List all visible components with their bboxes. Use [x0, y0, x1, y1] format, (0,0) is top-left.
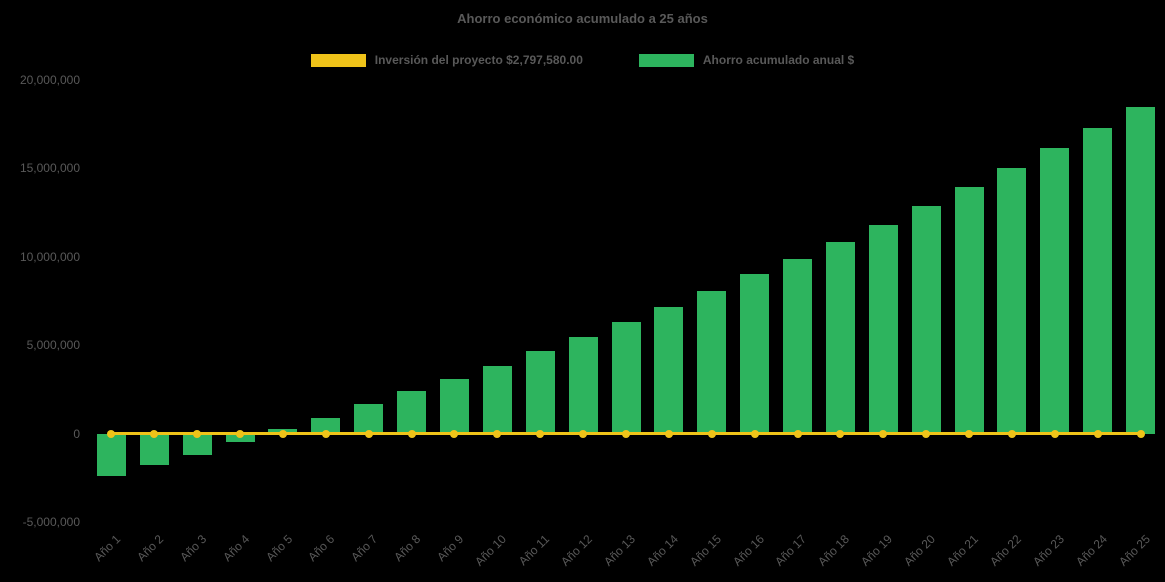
- x-tick-label: Año 16: [729, 532, 767, 569]
- investment-line-marker: [364, 429, 373, 438]
- bar-año-8: [397, 391, 427, 434]
- investment-line-marker: [879, 429, 888, 438]
- legend-item-savings: Ahorro acumulado anual $: [638, 53, 855, 67]
- investment-line-marker: [1093, 429, 1102, 438]
- bar-año-2: [139, 433, 169, 466]
- legend-label-savings: Ahorro acumulado anual $: [702, 53, 855, 67]
- x-tick-label: Año 13: [601, 532, 638, 569]
- x-tick-label: Año 5: [262, 532, 295, 565]
- bar-año-9: [439, 378, 469, 434]
- bar-año-11: [525, 351, 555, 434]
- x-tick-label: Año 2: [134, 532, 167, 565]
- investment-line-marker: [450, 429, 459, 438]
- x-tick-label: Año 14: [643, 532, 681, 569]
- investment-line-marker: [664, 429, 673, 438]
- investment-line-marker: [622, 429, 630, 438]
- x-tick-label: Año 3: [177, 532, 210, 565]
- y-tick-label: -5,000,000: [22, 515, 80, 529]
- bar-año-16: [740, 274, 770, 434]
- investment-line-marker: [922, 429, 931, 438]
- x-tick-label: Año 1: [91, 532, 124, 565]
- bar-año-15: [697, 291, 727, 434]
- y-tick-label: 15,000,000: [19, 161, 80, 176]
- x-tick-label: Año 7: [348, 532, 381, 565]
- bar-año-10: [482, 365, 512, 434]
- investment-line-marker: [965, 429, 974, 438]
- investment-line-marker: [236, 429, 245, 438]
- x-tick-label: Año 18: [815, 532, 853, 569]
- bar-año-21: [954, 186, 984, 434]
- x-tick-label: Año 22: [987, 532, 1024, 569]
- investment-line-marker: [107, 429, 116, 438]
- x-tick-label: Año 11: [515, 532, 553, 569]
- investment-line-marker: [278, 429, 287, 438]
- investment-line-marker: [407, 429, 416, 438]
- x-tick-label: Año 17: [772, 532, 810, 569]
- investment-line-marker: [193, 429, 202, 438]
- y-tick-label: 0: [73, 426, 80, 441]
- x-tick-label: Año 9: [434, 532, 467, 565]
- legend-swatch-savings-icon: [638, 53, 694, 67]
- y-tick-label: 5,000,000: [26, 338, 80, 353]
- investment-line-marker: [836, 429, 845, 438]
- investment-line-marker: [707, 429, 716, 438]
- chart-legend: Inversión del proyecto $2,797,580.00 Aho…: [0, 53, 1165, 67]
- investment-line-marker: [1136, 429, 1145, 438]
- bar-año-20: [911, 205, 941, 434]
- x-tick-label: Año 8: [391, 532, 424, 565]
- bar-año-12: [568, 337, 598, 434]
- x-tick-label: Año 12: [558, 532, 596, 569]
- investment-line-marker: [579, 429, 588, 438]
- investment-line-marker: [750, 429, 759, 438]
- investment-line-marker: [150, 429, 159, 438]
- x-tick-label: Año 6: [305, 532, 338, 565]
- bar-año-14: [654, 307, 684, 434]
- legend-item-investment: Inversión del proyecto $2,797,580.00: [310, 53, 583, 67]
- bar-año-23: [1040, 148, 1070, 434]
- investment-line-marker: [321, 429, 330, 438]
- x-tick-label: Año 21: [944, 532, 981, 569]
- bar-año-25: [1126, 106, 1156, 434]
- bar-año-1: [96, 433, 126, 477]
- x-tick-label: Año 25: [1115, 532, 1153, 569]
- bar-año-3: [182, 433, 212, 455]
- x-tick-label: Año 23: [1029, 532, 1067, 569]
- chart-title: Ahorro económico acumulado a 25 años: [457, 11, 708, 26]
- investment-line-marker: [793, 429, 802, 438]
- bar-año-22: [997, 167, 1027, 434]
- x-tick-label: Año 15: [686, 532, 724, 569]
- bar-año-7: [354, 404, 384, 434]
- bar-año-13: [611, 322, 641, 434]
- investment-line-marker: [1007, 429, 1016, 438]
- bar-año-19: [868, 224, 898, 434]
- x-tick-label: Año 24: [1072, 532, 1110, 569]
- legend-swatch-investment-icon: [310, 53, 366, 67]
- bar-año-4: [225, 433, 255, 443]
- x-tick-label: Año 4: [219, 532, 252, 565]
- bar-año-6: [311, 417, 341, 434]
- y-tick-label: 20,000,000: [19, 73, 80, 87]
- bar-año-24: [1083, 127, 1113, 434]
- investment-line-marker: [536, 429, 545, 438]
- investment-line-marker: [1050, 429, 1059, 438]
- x-tick-label: Año 10: [472, 532, 510, 569]
- y-tick-label: 10,000,000: [19, 249, 80, 264]
- bar-año-17: [783, 258, 813, 434]
- investment-line-marker: [493, 429, 502, 438]
- legend-label-investment: Inversión del proyecto $2,797,580.00: [374, 53, 583, 67]
- x-tick-label: Año 20: [901, 532, 939, 569]
- bar-año-18: [825, 241, 855, 434]
- x-tick-label: Año 19: [858, 532, 896, 569]
